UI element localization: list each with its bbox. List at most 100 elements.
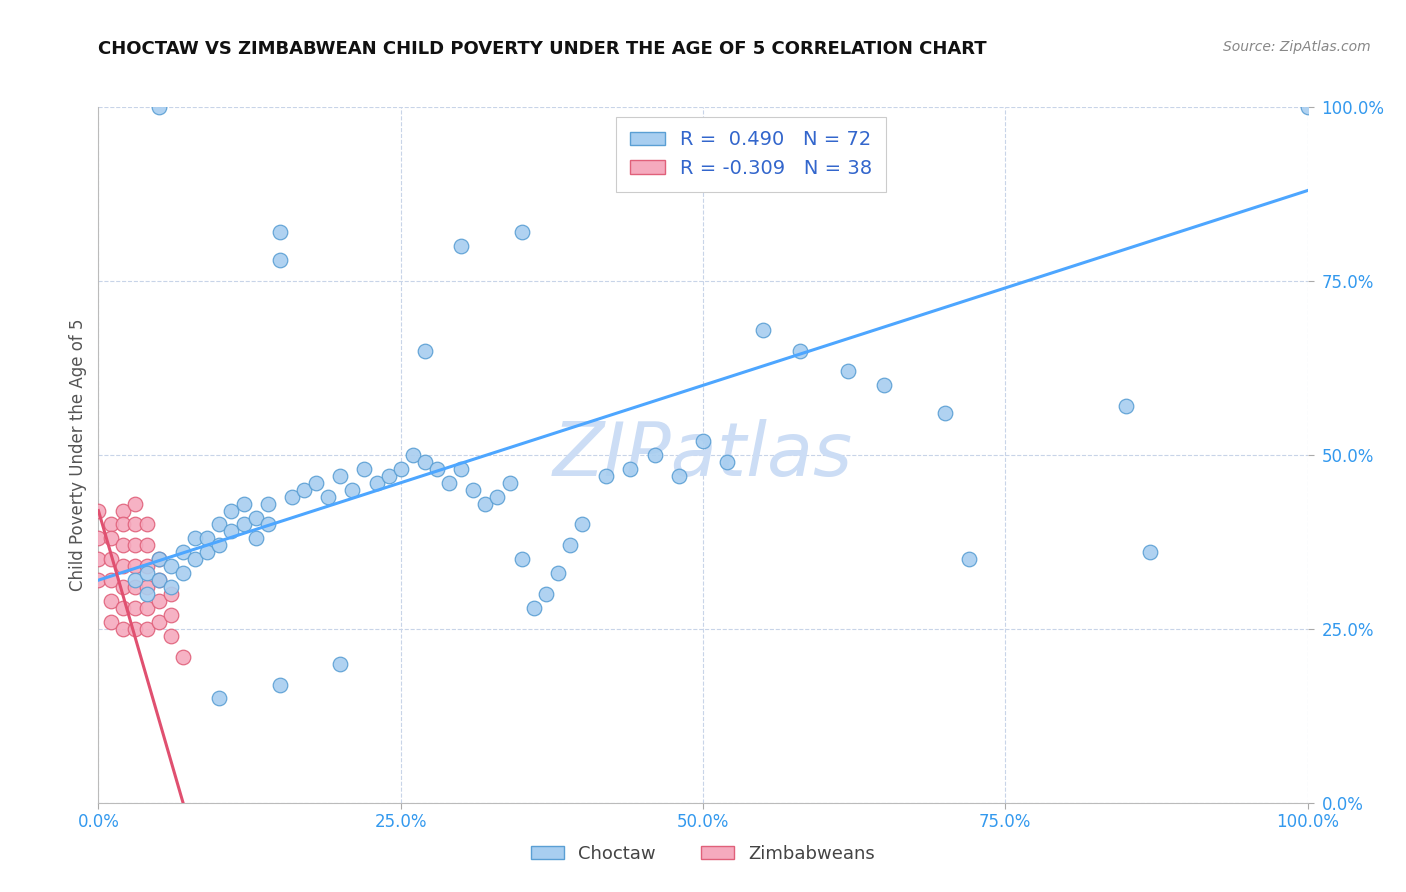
Point [245, 532, 267, 546]
Point [124, 573, 146, 587]
Point [172, 566, 194, 581]
Point [124, 622, 146, 636]
Point [100, 594, 122, 608]
Point [450, 462, 472, 476]
Point [269, 677, 291, 691]
Point [389, 462, 412, 476]
Point [547, 566, 569, 581]
Point [124, 517, 146, 532]
Point [195, 545, 218, 559]
Point [426, 462, 449, 476]
Point [789, 343, 811, 358]
Point [148, 552, 170, 566]
Point [87, 532, 110, 546]
Point [172, 649, 194, 664]
Point [619, 462, 641, 476]
Point [571, 517, 593, 532]
Point [148, 615, 170, 629]
Point [135, 559, 157, 574]
Point [111, 559, 134, 574]
Point [716, 455, 738, 469]
Point [135, 566, 157, 581]
Point [87, 552, 110, 566]
Point [668, 468, 690, 483]
Point [221, 503, 243, 517]
Point [934, 406, 956, 420]
Point [366, 475, 388, 490]
Point [124, 538, 146, 552]
Point [474, 497, 496, 511]
Point [558, 538, 581, 552]
Text: CHOCTAW VS ZIMBABWEAN CHILD POVERTY UNDER THE AGE OF 5 CORRELATION CHART: CHOCTAW VS ZIMBABWEAN CHILD POVERTY UNDE… [98, 40, 987, 58]
Point [124, 559, 146, 574]
Text: ZIPatlas: ZIPatlas [553, 419, 853, 491]
Point [135, 622, 157, 636]
Point [342, 483, 364, 497]
Point [595, 468, 617, 483]
Point [195, 532, 218, 546]
Point [148, 573, 170, 587]
Point [486, 490, 509, 504]
Point [148, 552, 170, 566]
Point [160, 607, 183, 622]
Point [245, 510, 267, 524]
Point [957, 552, 980, 566]
Point [160, 580, 183, 594]
Point [413, 343, 436, 358]
Point [124, 580, 146, 594]
Point [135, 538, 157, 552]
Point [1115, 399, 1137, 413]
Point [692, 434, 714, 448]
Point [353, 462, 375, 476]
Point [316, 490, 339, 504]
Point [873, 378, 896, 392]
Point [111, 538, 134, 552]
Point [523, 601, 546, 615]
Point [111, 601, 134, 615]
Point [100, 517, 122, 532]
Point [87, 573, 110, 587]
Point [111, 622, 134, 636]
Point [135, 580, 157, 594]
Point [752, 323, 775, 337]
Point [160, 629, 183, 643]
Point [111, 580, 134, 594]
Point [184, 552, 207, 566]
Point [160, 559, 183, 574]
Point [111, 503, 134, 517]
Point [100, 615, 122, 629]
Point [463, 483, 485, 497]
Point [269, 253, 291, 268]
Legend: Choctaw, Zimbabweans: Choctaw, Zimbabweans [524, 838, 882, 871]
Point [100, 552, 122, 566]
Point [498, 475, 520, 490]
Point [450, 239, 472, 253]
Point [172, 545, 194, 559]
Point [510, 552, 533, 566]
Point [135, 601, 157, 615]
Point [329, 468, 352, 483]
Point [124, 497, 146, 511]
Point [100, 573, 122, 587]
Point [124, 601, 146, 615]
Text: Source: ZipAtlas.com: Source: ZipAtlas.com [1223, 40, 1371, 54]
Point [256, 497, 278, 511]
Point [135, 587, 157, 601]
Point [148, 100, 170, 114]
Point [148, 594, 170, 608]
Point [269, 225, 291, 239]
Point [413, 455, 436, 469]
Point [160, 587, 183, 601]
Point [510, 225, 533, 239]
Point [1296, 100, 1319, 114]
Point [135, 517, 157, 532]
Point [208, 517, 231, 532]
Point [184, 532, 207, 546]
Point [329, 657, 352, 671]
Point [221, 524, 243, 539]
Point [292, 483, 315, 497]
Point [111, 517, 134, 532]
Point [281, 490, 304, 504]
Point [148, 573, 170, 587]
Point [208, 691, 231, 706]
